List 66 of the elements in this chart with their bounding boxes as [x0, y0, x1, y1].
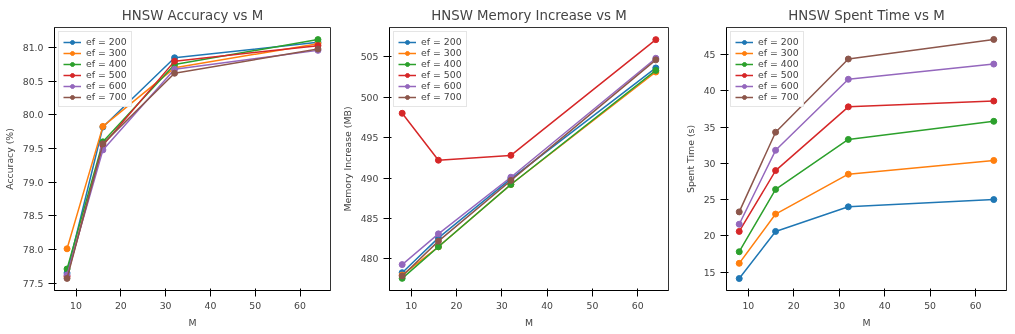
legend-label: ef = 200	[758, 36, 799, 47]
x-tick-label: 20	[114, 299, 127, 311]
x-tick-label: 40	[541, 299, 554, 311]
legend-label: ef = 200	[421, 36, 462, 47]
chart-title: HNSW Accuracy vs M	[121, 7, 264, 23]
x-tick-label: 20	[450, 299, 463, 311]
y-tick-label: 78.5	[22, 210, 44, 222]
y-tick-label: 25	[703, 194, 716, 206]
y-tick-label: 495	[360, 132, 379, 144]
legend-label: ef = 700	[86, 91, 127, 102]
y-axis-title: Spent Time (s)	[684, 124, 696, 194]
legend-label: ef = 300	[86, 47, 127, 58]
x-tick-label: 50	[924, 299, 937, 311]
legend-label: ef = 400	[86, 58, 127, 69]
y-tick-label: 500	[360, 91, 379, 103]
x-axis-title: M	[188, 316, 197, 328]
legend-label: ef = 700	[758, 91, 799, 102]
legend-label: ef = 600	[86, 80, 127, 91]
y-tick-label: 79.0	[22, 176, 44, 188]
y-tick-label: 80.5	[22, 75, 44, 87]
legend-label: ef = 500	[86, 69, 127, 80]
x-tick-label: 60	[631, 299, 644, 311]
y-tick-label: 30	[703, 157, 716, 169]
y-tick-label: 505	[360, 51, 379, 63]
y-tick-label: 45	[703, 49, 716, 61]
y-tick-label: 77.5	[22, 277, 44, 289]
y-tick-label: 40	[703, 85, 716, 97]
x-tick-label: 40	[204, 299, 217, 311]
y-tick-label: 81.0	[22, 42, 44, 54]
chart-title: HNSW Spent Time vs M	[788, 7, 945, 23]
y-tick-label: 20	[703, 230, 716, 242]
x-tick-label: 30	[495, 299, 508, 311]
x-tick-label: 10	[742, 299, 755, 311]
legend-label: ef = 700	[421, 91, 462, 102]
x-tick-label: 60	[969, 299, 982, 311]
legend-label: ef = 400	[421, 58, 462, 69]
x-tick-label: 40	[878, 299, 891, 311]
y-tick-label: 480	[360, 253, 379, 265]
x-tick-label: 60	[294, 299, 307, 311]
x-tick-label: 10	[405, 299, 418, 311]
legend-label: ef = 200	[86, 36, 127, 47]
y-axis-title: Memory Increase (MB)	[341, 106, 353, 212]
legend-label: ef = 400	[758, 58, 799, 69]
y-tick-label: 485	[360, 212, 379, 224]
y-tick-label: 490	[360, 172, 379, 184]
legend-label: ef = 500	[421, 69, 462, 80]
y-tick-label: 79.5	[22, 143, 44, 155]
x-tick-label: 50	[586, 299, 599, 311]
legend-label: ef = 600	[758, 80, 799, 91]
x-tick-label: 30	[159, 299, 172, 311]
chart-title: HNSW Memory Increase vs M	[431, 7, 627, 23]
legend-label: ef = 300	[421, 47, 462, 58]
x-tick-label: 20	[787, 299, 800, 311]
y-tick-label: 78.0	[22, 243, 44, 255]
legend-label: ef = 500	[758, 69, 799, 80]
y-tick-label: 80.0	[22, 109, 44, 121]
legend-label: ef = 300	[758, 47, 799, 58]
x-tick-label: 50	[249, 299, 262, 311]
x-axis-title: M	[862, 316, 871, 328]
y-axis-title: Accuracy (%)	[3, 128, 15, 190]
x-tick-label: 30	[833, 299, 846, 311]
x-axis-title: M	[524, 316, 534, 328]
y-tick-label: 15	[703, 266, 716, 278]
y-tick-label: 35	[703, 121, 716, 133]
legend-label: ef = 600	[421, 80, 462, 91]
x-tick-label: 10	[70, 299, 83, 311]
